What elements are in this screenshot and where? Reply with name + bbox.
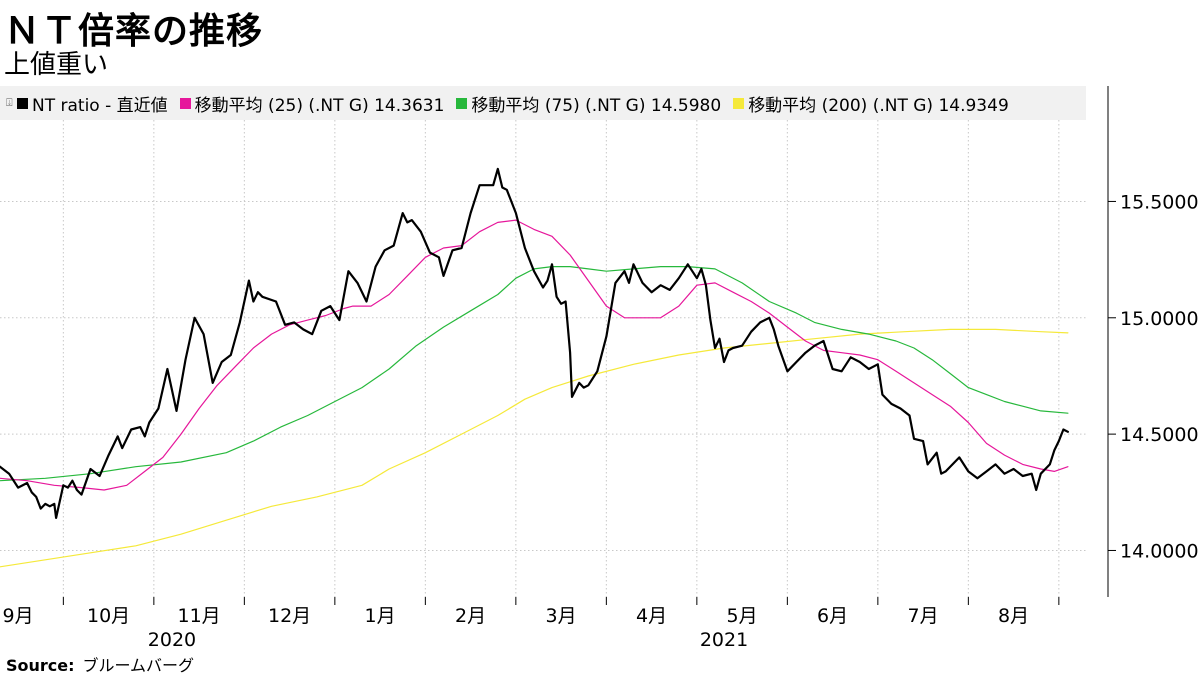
x-tick-label: 10月 [87, 605, 130, 627]
x-tick-label: 5月 [727, 605, 758, 627]
legend-swatch-nt [17, 97, 28, 109]
legend-swatch-ma25 [179, 97, 191, 109]
legend-label-ma25: 移動平均 (25) (.NT G) 14.3631 [194, 95, 445, 116]
x-tick-label: 6月 [817, 605, 848, 627]
x-tick-label: 4月 [636, 605, 667, 627]
source-value: ブルームバーグ [82, 656, 195, 675]
y-tick-label: 15.5000 [1120, 191, 1199, 213]
series-line-ma200 [0, 328, 1069, 568]
legend-item-ma200[interactable]: 移動平均 (200) (.NT G) 14.9349 [733, 91, 1009, 116]
x-tick-label: 12月 [268, 605, 311, 627]
y-tick-label: 14.0000 [1120, 540, 1199, 562]
y-tick-label: 14.5000 [1120, 424, 1199, 446]
legend-item-ma75[interactable]: 移動平均 (75) (.NT G) 14.5980 [456, 91, 721, 116]
pin-icon[interactable]: ⍗ [6, 96, 13, 109]
source-label: Source: [6, 656, 75, 675]
series-line-ma75 [0, 266, 1069, 482]
legend-swatch-ma75 [456, 97, 468, 109]
x-tick-label: 11月 [178, 605, 221, 627]
legend-label-ma200: 移動平均 (200) (.NT G) 14.9349 [748, 95, 1009, 116]
x-tick-label: 1月 [365, 605, 396, 627]
x-tick-label: 7月 [908, 605, 939, 627]
chart-legend: ⍗ NT ratio - 直近値 移動平均 (25) (.NT G) 14.36… [0, 86, 1086, 120]
chart-subtitle: 上値重い [4, 50, 109, 80]
chart-title: ＮＴ倍率の推移 [4, 11, 264, 52]
x-tick-label: 3月 [546, 605, 577, 627]
source-note: Source: ブルームバーグ [6, 652, 194, 676]
x-year-label: 2020 [148, 629, 196, 651]
legend-label-nt: NT ratio - 直近値 [32, 95, 168, 116]
legend-item-ma25[interactable]: 移動平均 (25) (.NT G) 14.3631 [179, 91, 445, 116]
y-tick-label: 15.0000 [1120, 308, 1199, 330]
x-year-label: 2021 [700, 629, 748, 651]
x-tick-label: 8月 [998, 605, 1029, 627]
x-tick-label: 2月 [455, 605, 486, 627]
legend-swatch-ma200 [733, 97, 745, 109]
legend-item-nt[interactable]: NT ratio - 直近値 [17, 91, 168, 116]
series-line-nt-ratio [0, 167, 1070, 520]
series-line-ma25 [0, 219, 1069, 491]
legend-label-ma75: 移動平均 (75) (.NT G) 14.5980 [471, 95, 722, 116]
x-tick-label: 9月 [3, 605, 34, 627]
